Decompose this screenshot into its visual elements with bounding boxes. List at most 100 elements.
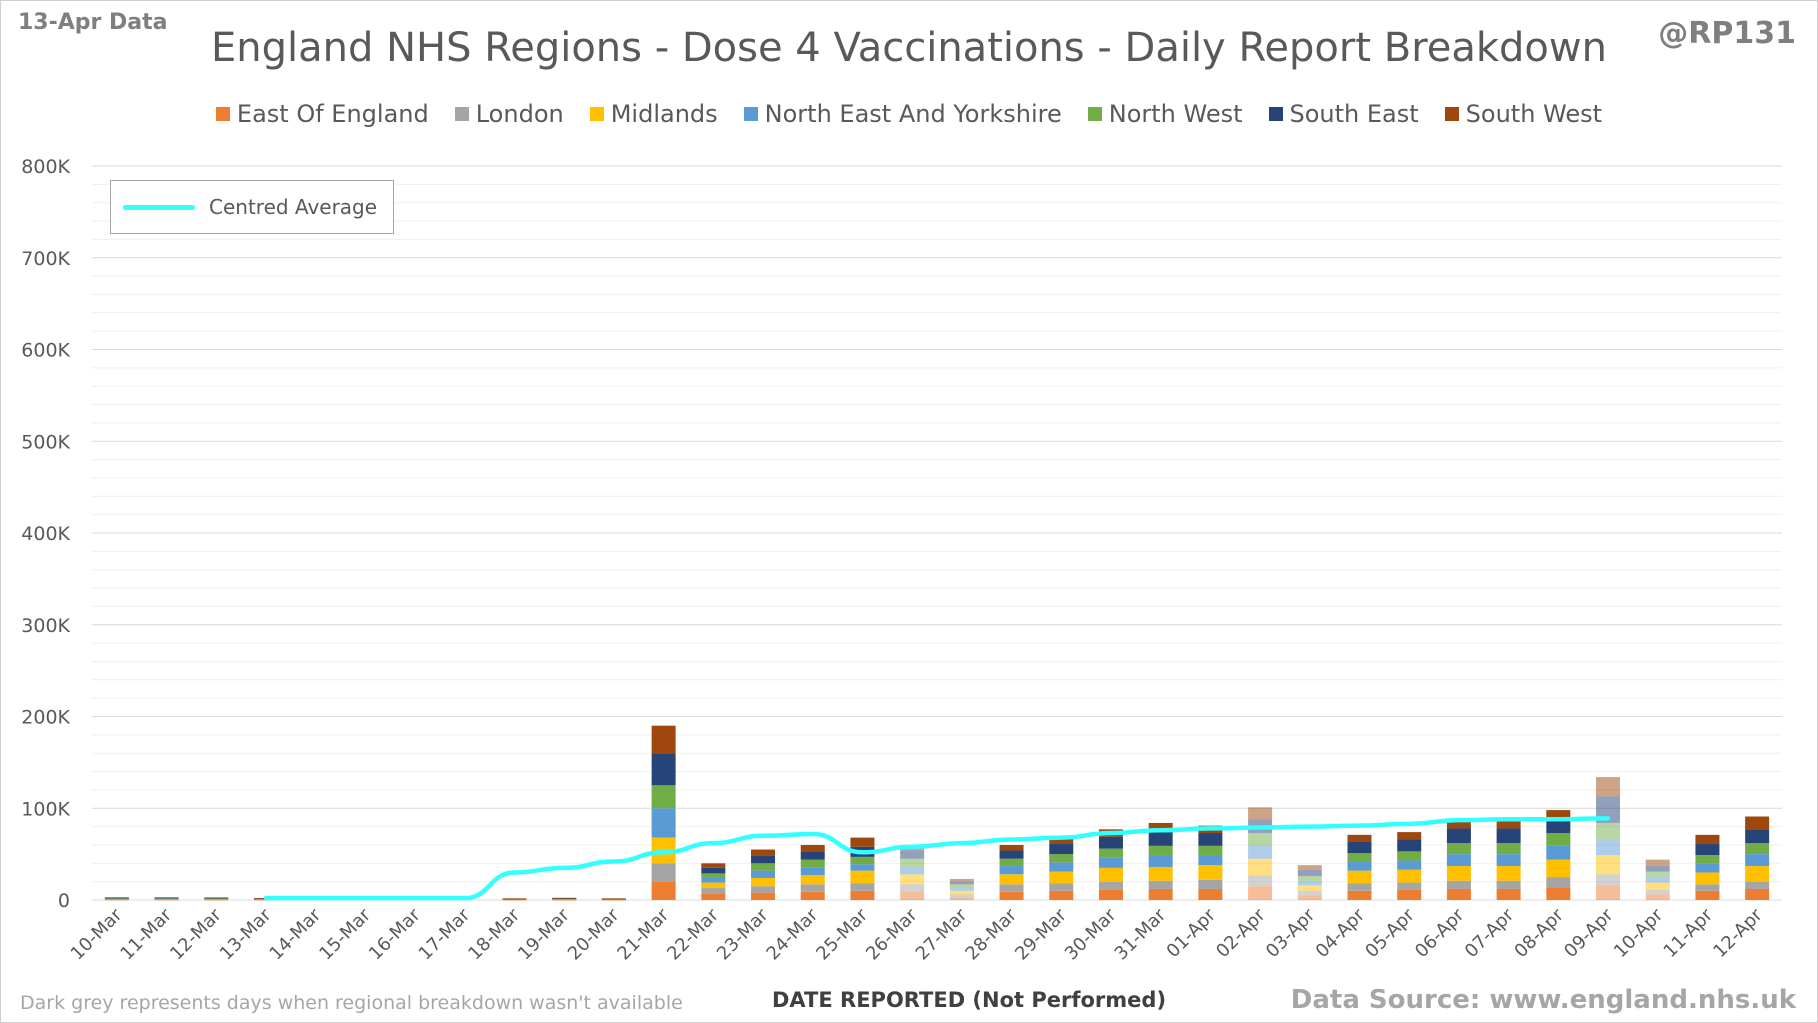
bar-segment <box>1695 855 1720 864</box>
bar-segment <box>1546 833 1571 846</box>
bar-segment <box>154 897 179 899</box>
bar-segment <box>999 866 1024 875</box>
bar-segment <box>1347 853 1372 862</box>
y-axis-ticks: 0 100K 200K 300K 400K 500K 600K 700K 800K <box>21 156 70 912</box>
average-legend-label: Centred Average <box>209 195 378 219</box>
bar-segment <box>1397 869 1422 883</box>
bar-segment <box>1446 854 1471 867</box>
bar-segment <box>751 855 776 864</box>
bar-segment <box>1297 895 1322 900</box>
bar-stack <box>1496 819 1521 900</box>
y-tick-label: 400K <box>21 523 70 545</box>
x-tick-label: 05-Apr <box>1361 904 1419 962</box>
bar-stack <box>1198 825 1223 900</box>
y-tick-label: 0 <box>58 890 70 912</box>
legend-label: North East And Yorkshire <box>764 100 1062 128</box>
bar-stack <box>204 897 229 901</box>
bar-segment <box>1098 857 1123 868</box>
bar-segment <box>651 725 676 754</box>
bar-segment <box>1496 828 1521 844</box>
bar-segment <box>1546 810 1571 819</box>
bar-stack <box>999 844 1024 900</box>
x-tick-label: 28-Mar <box>961 904 1021 964</box>
bar-segment <box>701 882 726 889</box>
x-tick-label: 12-Mar <box>166 904 226 964</box>
bar-segment <box>651 808 676 838</box>
bar-segment <box>1347 841 1372 854</box>
bar-stack <box>1049 837 1074 900</box>
bar-stack <box>154 897 179 901</box>
bar-segment <box>1546 845 1571 860</box>
bar-segment <box>1645 871 1670 878</box>
bar-segment <box>900 874 925 885</box>
bar-stack <box>651 725 676 900</box>
bar-segment <box>949 894 974 898</box>
bar-segment <box>949 881 974 885</box>
bar-segment <box>1297 876 1322 881</box>
bar-segment <box>1248 886 1273 900</box>
bar-segment <box>1446 866 1471 881</box>
bar-segment <box>1248 875 1273 887</box>
bar-segment <box>502 898 527 900</box>
x-tick-label: 14-Mar <box>266 904 326 964</box>
bar-segment <box>800 875 825 885</box>
bar-segment <box>751 877 776 887</box>
x-tick-label: 31-Mar <box>1111 904 1171 964</box>
footnote: Dark grey represents days when regional … <box>20 992 683 1014</box>
bar-segment <box>1098 848 1123 858</box>
bar-segment <box>1695 884 1720 891</box>
y-tick-label: 800K <box>21 156 70 178</box>
bar-segment <box>1148 845 1173 856</box>
bar-segment <box>850 864 875 871</box>
bar-segment <box>1596 855 1621 875</box>
bar-segment <box>999 844 1024 851</box>
bar-segment <box>1397 851 1422 861</box>
x-axis-title: DATE REPORTED (Not Performed) <box>772 988 1167 1012</box>
gridlines <box>92 165 1782 901</box>
bar-segment <box>850 883 875 891</box>
bar-segment <box>1645 877 1670 883</box>
bar-segment <box>1596 822 1621 840</box>
bar-segment <box>1695 834 1720 845</box>
bar-segment <box>1546 877 1571 888</box>
bar-segment <box>1347 861 1372 871</box>
bar-segment <box>1248 844 1273 859</box>
bar-segment <box>1198 833 1223 846</box>
bar-segment <box>1297 869 1322 877</box>
bar-segment <box>900 866 925 875</box>
bar-segment <box>900 891 925 900</box>
legend-label: North West <box>1108 100 1243 128</box>
x-tick-label: 25-Mar <box>812 904 872 964</box>
bar-segment <box>1347 870 1372 884</box>
x-tick-label: 21-Mar <box>613 904 673 964</box>
bar-segment <box>1496 854 1521 867</box>
bar-segment <box>999 858 1024 867</box>
bar-segment <box>1148 880 1173 889</box>
x-tick-label: 09-Apr <box>1560 904 1618 962</box>
bar-segment <box>850 890 875 900</box>
legend-swatch <box>215 107 230 121</box>
bar-segment <box>601 898 626 900</box>
bar-segment <box>1148 866 1173 881</box>
bar-segment <box>1496 888 1521 900</box>
legend-item: North West <box>1087 100 1243 128</box>
bar-segment <box>1645 882 1670 890</box>
y-tick-label: 300K <box>21 615 70 637</box>
legend-item: East Of England <box>215 100 429 128</box>
bar-segment <box>1496 819 1521 829</box>
bar-segment <box>204 899 229 901</box>
y-tick-label: 600K <box>21 340 70 362</box>
bar-segment <box>1745 816 1770 830</box>
bar-segment <box>1496 866 1521 881</box>
x-tick-label: 18-Mar <box>464 904 524 964</box>
bar-segment <box>1745 881 1770 889</box>
bar-stack <box>1596 777 1621 900</box>
bar-segment <box>850 837 875 847</box>
bar-segment <box>751 892 776 900</box>
legend-swatch <box>1268 107 1283 121</box>
x-tick-label: 02-Apr <box>1212 904 1270 962</box>
legend-item: South West <box>1444 100 1602 128</box>
x-tick-label: 11-Apr <box>1660 904 1718 962</box>
bar-stack <box>1098 829 1123 900</box>
bar-segment <box>1596 885 1621 900</box>
